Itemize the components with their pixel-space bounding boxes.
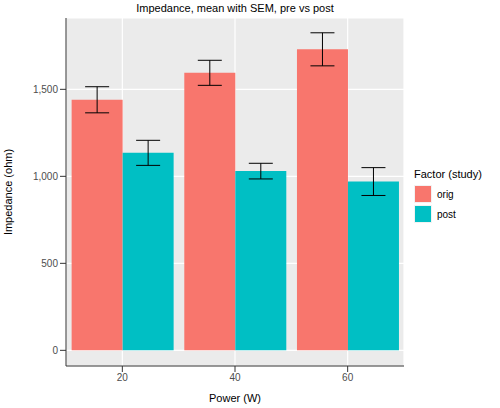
svg-text:40: 40	[229, 372, 241, 383]
svg-text:0: 0	[52, 345, 58, 356]
svg-text:500: 500	[41, 258, 58, 269]
html-text:Factor (study): Factor (study)	[414, 168, 482, 180]
html-text:post: post	[437, 208, 456, 220]
svg-text:1,000: 1,000	[33, 171, 58, 182]
html-text:Impedance, mean with SEM, pre: Impedance, mean with SEM, pre vs post	[136, 2, 334, 14]
svg-text:60: 60	[342, 372, 354, 383]
svg-text:Power (W): Power (W)	[209, 392, 261, 404]
svg-text:1,500: 1,500	[33, 84, 58, 95]
html-text:orig: orig	[437, 188, 454, 200]
svg-text:Impedance (ohm): Impedance (ohm)	[8, 149, 14, 235]
svg-text:20: 20	[117, 372, 129, 383]
